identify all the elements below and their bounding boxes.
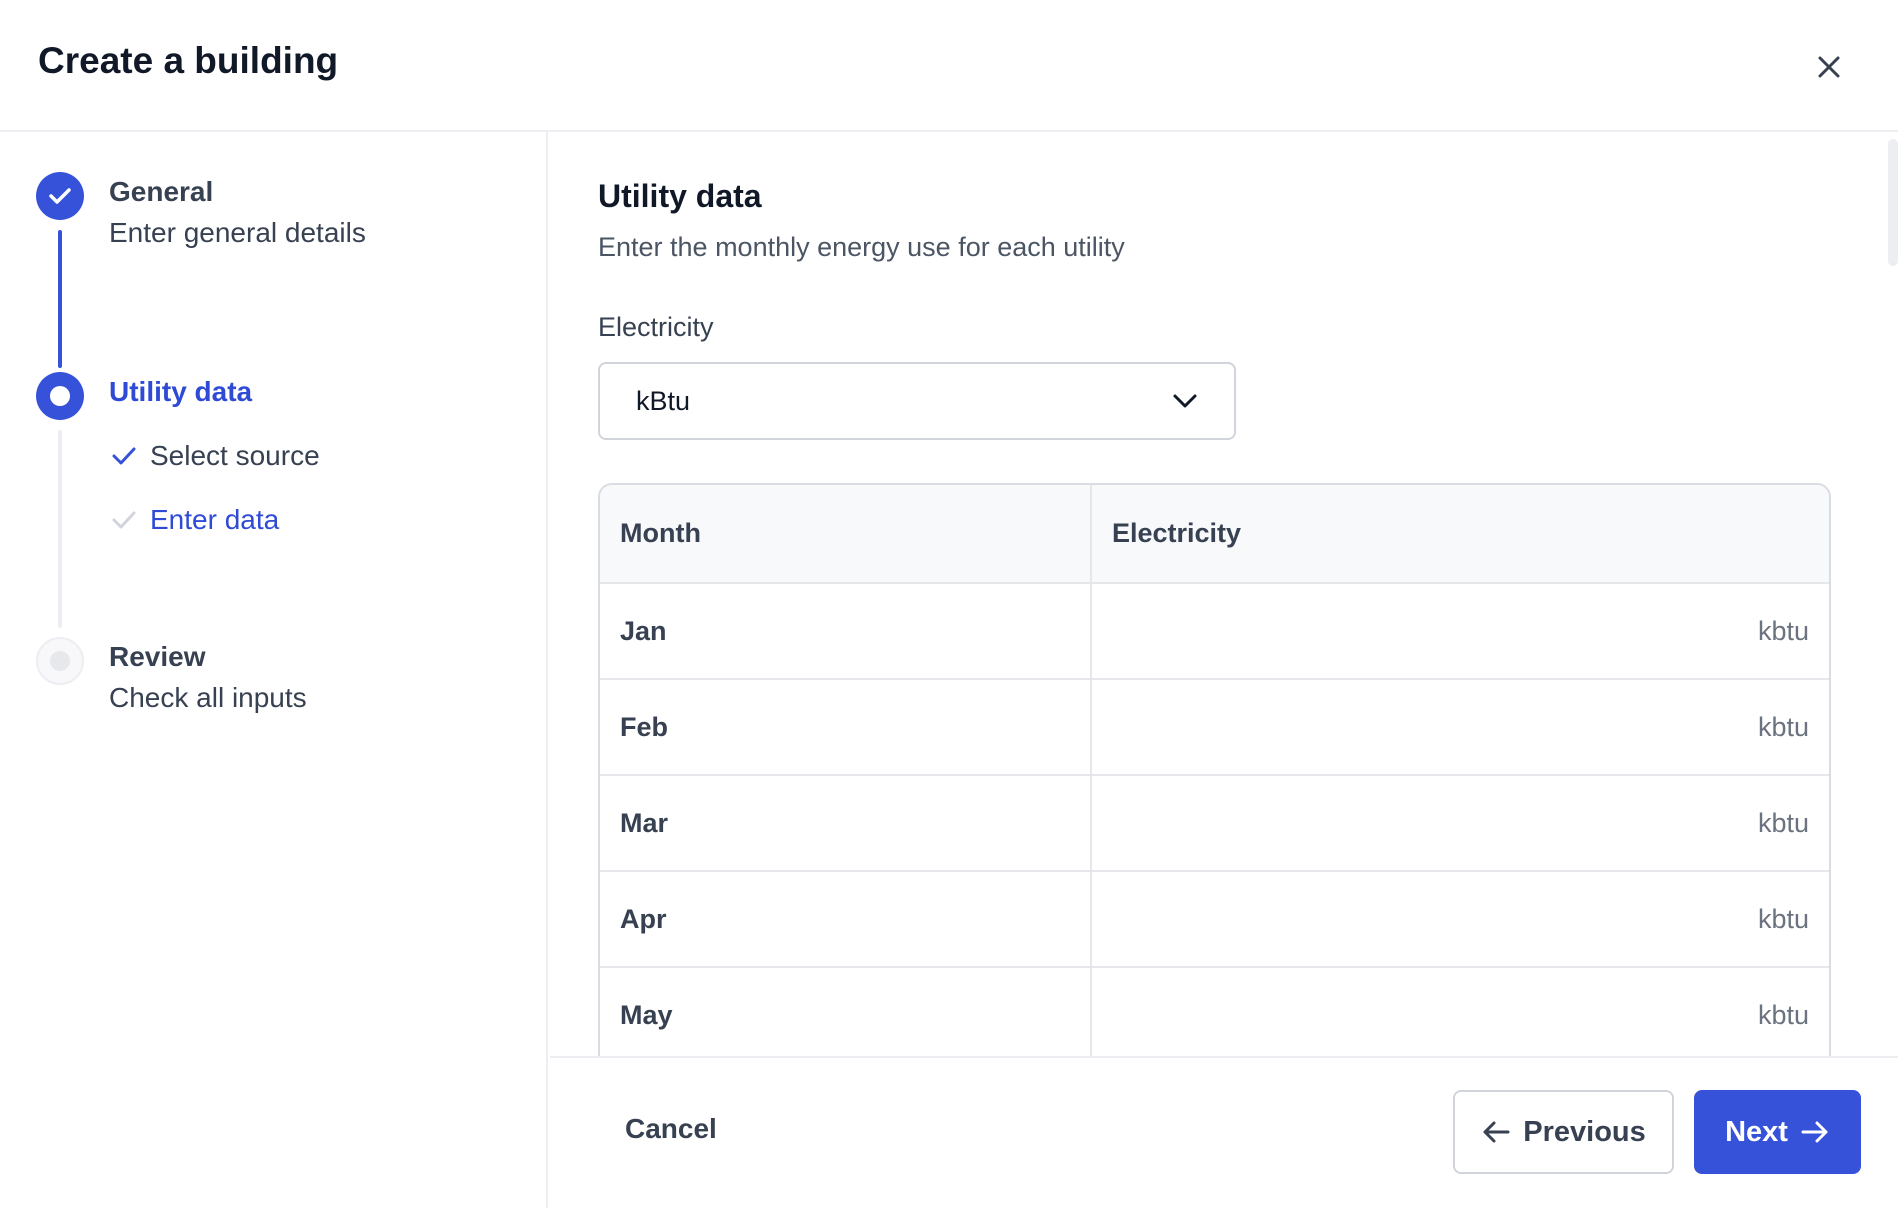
next-button[interactable]: Next bbox=[1694, 1090, 1861, 1174]
unit-suffix: kbtu bbox=[1757, 807, 1809, 838]
step-connector bbox=[58, 230, 62, 368]
table-row: Mar kbtu bbox=[600, 774, 1829, 870]
unit-select-label: Electricity bbox=[598, 312, 714, 342]
unit-suffix: kbtu bbox=[1757, 711, 1809, 742]
step-general-title[interactable]: General bbox=[109, 176, 214, 207]
previous-label: Previous bbox=[1523, 1115, 1646, 1148]
electricity-input[interactable]: kbtu bbox=[1092, 584, 1829, 678]
substep-label: Select source bbox=[150, 440, 320, 471]
unit-select[interactable]: kBtu bbox=[598, 362, 1236, 440]
month-cell: Mar bbox=[600, 776, 1092, 870]
step-utility-title[interactable]: Utility data bbox=[109, 376, 253, 407]
check-icon bbox=[112, 511, 136, 529]
previous-button[interactable]: Previous bbox=[1453, 1090, 1674, 1174]
step-review-description: Check all inputs bbox=[109, 682, 307, 713]
stepper: General Enter general details Utility da… bbox=[0, 132, 548, 1208]
next-label: Next bbox=[1725, 1115, 1788, 1148]
month-cell: Feb bbox=[600, 680, 1092, 774]
scrollbar[interactable] bbox=[1888, 139, 1898, 266]
step-current-icon bbox=[36, 372, 84, 420]
table-row: May kbtu bbox=[600, 966, 1829, 1056]
month-cell: May bbox=[600, 968, 1092, 1056]
close-icon[interactable] bbox=[1812, 50, 1846, 84]
unit-suffix: kbtu bbox=[1757, 999, 1809, 1030]
utility-table: Month Electricity Jan kbtu Feb kbtu Mar kbtu A… bbox=[598, 483, 1831, 1056]
electricity-input[interactable]: kbtu bbox=[1092, 680, 1829, 774]
step-review-title[interactable]: Review bbox=[109, 641, 206, 672]
table-row: Jan kbtu bbox=[600, 582, 1829, 678]
table-header-row: Month Electricity bbox=[600, 485, 1829, 582]
month-cell: Apr bbox=[600, 872, 1092, 966]
section-description: Enter the monthly energy use for each ut… bbox=[598, 232, 1125, 262]
column-header-electricity: Electricity bbox=[1112, 518, 1242, 548]
arrow-left-icon bbox=[1483, 1121, 1510, 1143]
unit-suffix: kbtu bbox=[1757, 615, 1809, 646]
section-title: Utility data bbox=[598, 178, 762, 214]
cancel-button[interactable]: Cancel bbox=[625, 1113, 717, 1144]
step-connector bbox=[58, 430, 62, 628]
substep-enter-data[interactable]: Enter data bbox=[112, 504, 279, 536]
substep-label: Enter data bbox=[150, 504, 280, 535]
step-upcoming-icon bbox=[36, 637, 84, 685]
unit-select-value: kBtu bbox=[636, 385, 691, 416]
modal-footer: Cancel Previous Next bbox=[550, 1056, 1898, 1208]
chevron-down-icon bbox=[1173, 394, 1197, 408]
modal-header: Create a building bbox=[0, 0, 1898, 132]
arrow-right-icon bbox=[1801, 1121, 1828, 1143]
electricity-input[interactable]: kbtu bbox=[1092, 968, 1829, 1056]
modal-title: Create a building bbox=[38, 40, 339, 81]
month-cell: Jan bbox=[600, 584, 1092, 678]
table-row: Feb kbtu bbox=[600, 678, 1829, 774]
check-icon bbox=[112, 447, 136, 465]
electricity-input[interactable]: kbtu bbox=[1092, 776, 1829, 870]
main-content: Utility data Enter the monthly energy us… bbox=[550, 132, 1898, 1056]
table-row: Apr kbtu bbox=[600, 870, 1829, 966]
substep-select-source[interactable]: Select source bbox=[112, 440, 320, 472]
electricity-input[interactable]: kbtu bbox=[1092, 872, 1829, 966]
step-complete-icon bbox=[36, 172, 84, 220]
unit-suffix: kbtu bbox=[1757, 903, 1809, 934]
column-header-month: Month bbox=[600, 485, 1092, 582]
step-general-description: Enter general details bbox=[109, 217, 366, 248]
